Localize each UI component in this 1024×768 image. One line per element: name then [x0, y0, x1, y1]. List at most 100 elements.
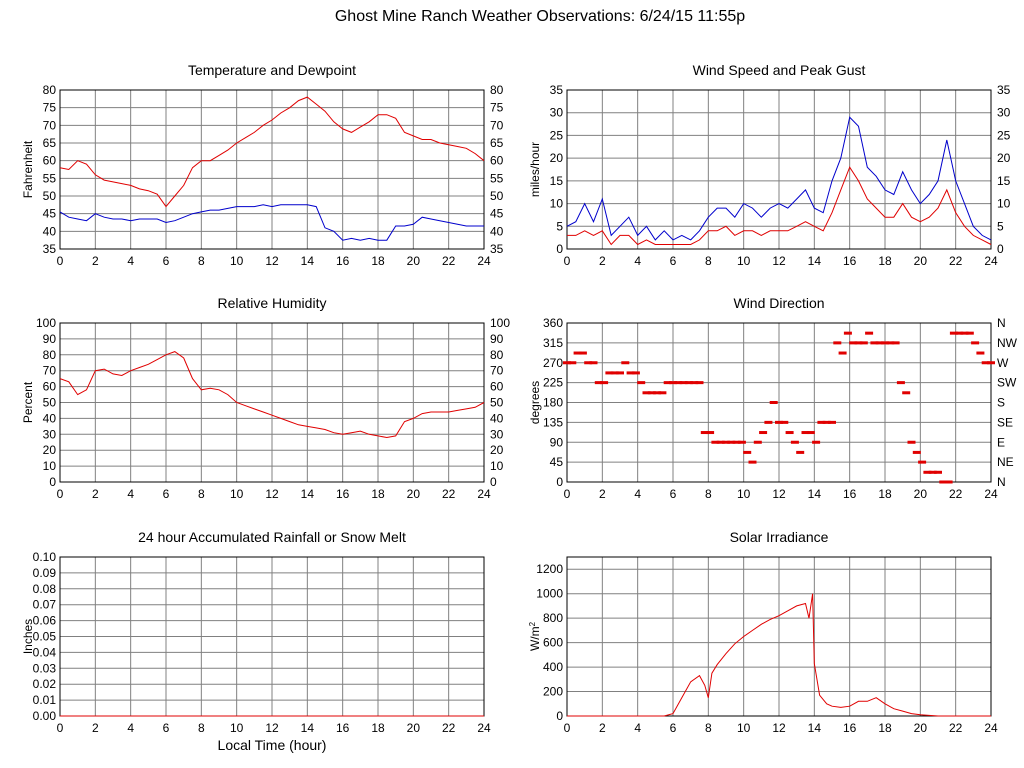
chart-title: Relative Humidity: [218, 295, 327, 311]
x-tick-label: 8: [705, 487, 712, 501]
data-point: [600, 381, 609, 385]
chart-title: 24 hour Accumulated Rainfall or Snow Mel…: [138, 529, 406, 545]
right-axis-label: 35: [997, 83, 1011, 97]
x-tick-label: 6: [670, 254, 677, 268]
data-point: [801, 431, 810, 435]
data-point: [790, 440, 799, 444]
data-point: [700, 431, 709, 435]
data-point: [838, 351, 847, 355]
data-point: [610, 371, 619, 375]
y-tick-label: 0.02: [33, 677, 57, 691]
data-point: [944, 480, 953, 484]
y-tick-label: 80: [43, 348, 57, 362]
x-tick-label: 0: [57, 721, 64, 735]
x-tick-label: 6: [670, 721, 677, 735]
data-point: [886, 341, 895, 345]
x-tick-label: 20: [914, 721, 928, 735]
right-axis-label: S: [997, 396, 1005, 410]
x-tick-label: 12: [772, 254, 786, 268]
x-tick-label: 0: [57, 487, 64, 501]
y-tick-label: 135: [543, 415, 563, 429]
x-tick-label: 14: [301, 254, 315, 268]
y-tick-label: 0: [556, 242, 563, 256]
x-tick-label: 24: [477, 254, 491, 268]
y-tick-label: 800: [543, 611, 563, 625]
x-tick-label: 24: [477, 721, 491, 735]
y-tick-label: 180: [543, 396, 563, 410]
y-tick-label: 50: [43, 189, 57, 203]
y-tick-label: 40: [43, 411, 57, 425]
right-axis-label: 40: [490, 224, 504, 238]
x-tick-label: 16: [843, 254, 857, 268]
x-tick-label: 24: [984, 721, 998, 735]
x-tick-label: 20: [407, 487, 421, 501]
x-tick-label: 2: [599, 721, 606, 735]
plot-frame: [566, 556, 992, 717]
data-point: [658, 391, 667, 395]
y-tick-label: 45: [550, 455, 564, 469]
y-tick-label: 0: [49, 475, 56, 489]
y-tick-label: 35: [550, 83, 564, 97]
right-axis-label: 0: [490, 475, 497, 489]
data-point: [875, 341, 884, 345]
x-tick-label: 0: [564, 487, 571, 501]
x-tick-label: 12: [265, 254, 279, 268]
chart-title: Solar Irradiance: [730, 529, 829, 545]
data-point: [732, 440, 741, 444]
data-point: [684, 381, 693, 385]
data-point: [589, 361, 598, 365]
y-tick-label: 0.03: [33, 661, 57, 675]
data-point: [955, 331, 964, 335]
x-tick-label: 8: [705, 721, 712, 735]
data-point: [631, 371, 640, 375]
data-point: [833, 341, 842, 345]
data-point: [896, 381, 905, 385]
data-point: [865, 331, 874, 335]
data-point: [923, 470, 932, 474]
right-axis-label: N: [997, 475, 1006, 489]
x-tick-label: 22: [442, 254, 456, 268]
data-point: [743, 450, 752, 454]
data-point: [647, 391, 656, 395]
data-point: [690, 381, 699, 385]
y-tick-label: 5: [556, 219, 563, 233]
x-tick-label: 20: [914, 487, 928, 501]
data-point: [637, 381, 646, 385]
data-point: [912, 450, 921, 454]
data-point: [854, 341, 863, 345]
y-tick-label: 90: [550, 435, 564, 449]
y-tick-label: 80: [43, 83, 57, 97]
data-point: [796, 450, 805, 454]
y-axis-label: Percent: [21, 381, 35, 423]
plot-frame: [566, 322, 992, 483]
right-axis-label: 80: [490, 83, 504, 97]
right-axis-label: NE: [997, 455, 1014, 469]
x-tick-label: 8: [198, 487, 205, 501]
y-tick-label: 70: [43, 118, 57, 132]
x-tick-label: 12: [772, 721, 786, 735]
x-tick-label: 12: [265, 487, 279, 501]
data-point: [716, 440, 725, 444]
data-point: [594, 381, 603, 385]
data-point: [981, 361, 990, 365]
data-point: [578, 351, 587, 355]
y-tick-label: 1200: [536, 562, 563, 576]
y-axis-label-superscript: 2: [528, 621, 537, 626]
right-axis-label: W: [997, 356, 1009, 370]
right-axis-label: 10: [997, 197, 1011, 211]
y-tick-label: 270: [543, 356, 563, 370]
data-point: [695, 381, 704, 385]
data-point: [822, 420, 831, 424]
plot-frame: [566, 89, 992, 250]
data-point: [706, 431, 715, 435]
y-tick-label: 1000: [536, 587, 563, 601]
data-point: [928, 470, 937, 474]
right-axis-label: 90: [490, 332, 504, 346]
right-axis-label: 35: [490, 242, 504, 256]
data-point: [843, 331, 852, 335]
x-tick-label: 14: [808, 721, 822, 735]
y-tick-label: 0: [556, 709, 563, 723]
data-point: [870, 341, 879, 345]
x-tick-label: 16: [336, 721, 350, 735]
